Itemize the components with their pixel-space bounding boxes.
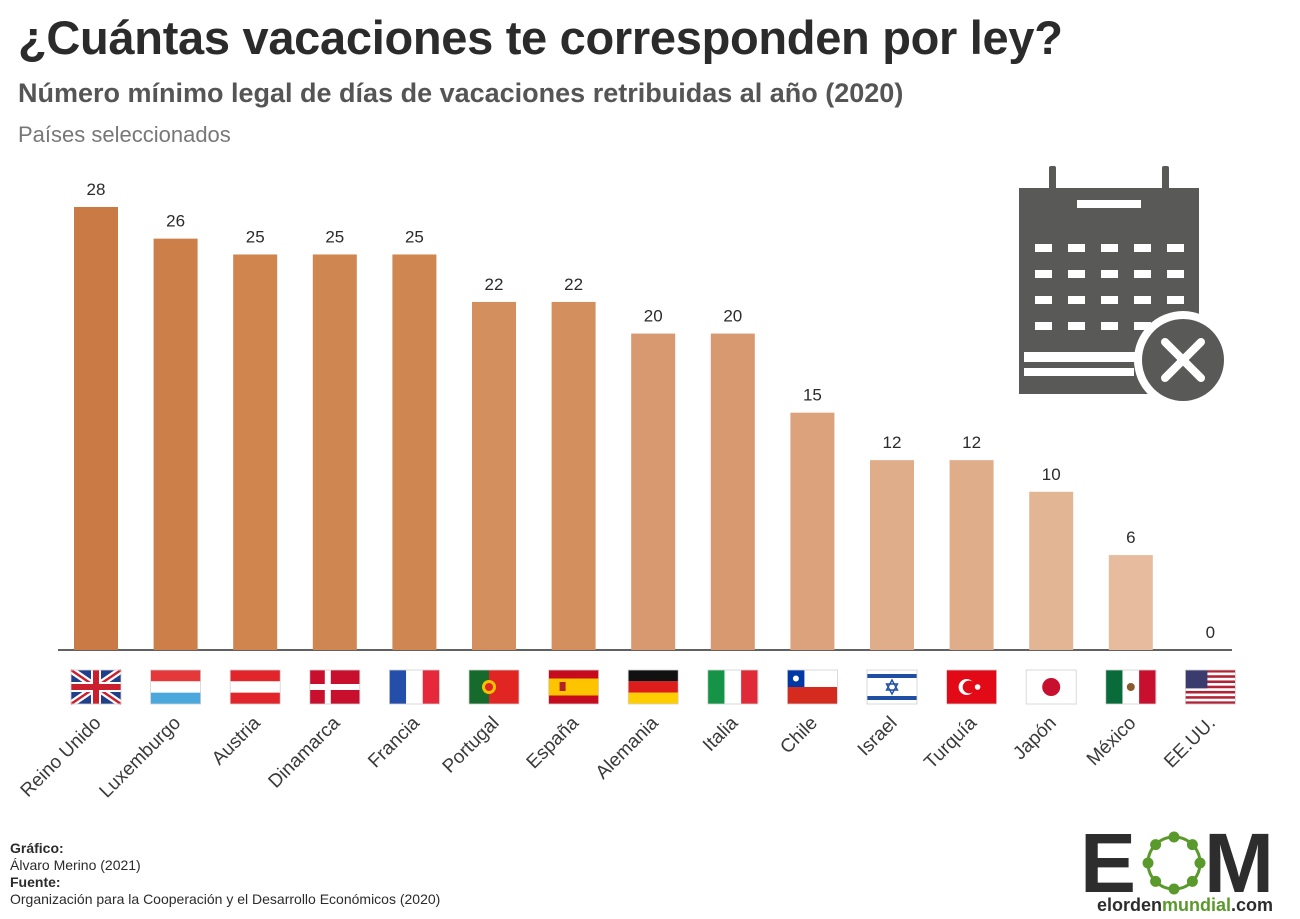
credits-graphic-value: Álvaro Merino (2021) [10,857,141,873]
data-label-israel: 12 [883,433,902,452]
credits: Gráfico: Álvaro Merino (2021) Fuente: Or… [10,840,440,908]
tick-label-espa-a: España [523,712,584,773]
france-flag-icon [388,669,440,705]
tick-label-reino-unido: Reino Unido [17,713,106,802]
bar-alemania [631,333,676,650]
italy-flag-icon [707,669,759,705]
tick-label-turqu-a: Turquía [920,712,981,773]
logo-url-prefix: elorden [1096,895,1162,915]
logo-url-suffix: .com [1231,895,1274,915]
bar-dinamarca [312,254,357,650]
data-label-chile: 15 [803,386,822,405]
tick-label-ee-uu-: EE.UU. [1160,713,1220,773]
data-label-portugal: 22 [485,275,504,294]
bar-jap-n [1029,491,1074,650]
eom-logo: E M [1080,818,1274,910]
usa-flag-icon [1185,669,1236,705]
credits-source-value: Organización para la Cooperación y el De… [10,891,441,907]
chart-note: Países seleccionados [18,122,231,147]
bar-turqu-a [949,460,994,650]
data-label-italia: 20 [723,307,742,326]
bar-francia [392,254,437,650]
data-label-reino-unido: 28 [87,180,106,199]
bar-reino-unido [74,207,118,650]
germany-flag-icon [627,669,679,705]
bar-italia [710,333,755,650]
data-label-espa-a: 22 [564,275,583,294]
calendar-cancel-icon [1019,166,1232,409]
data-label-luxemburgo: 26 [166,212,185,231]
tick-label-portugal: Portugal [439,713,504,778]
data-label-jap-n: 10 [1042,465,1061,484]
tick-label-jap-n: Japón [1009,713,1060,764]
tick-label-dinamarca: Dinamarca [265,712,345,792]
denmark-flag-icon [309,669,361,705]
chart-title: ¿Cuántas vacaciones te corresponden por … [18,11,1063,64]
credits-source-label: Fuente: [10,874,61,890]
bar-luxemburgo [153,238,198,650]
austria-flag-icon [229,669,281,705]
data-label-francia: 25 [405,227,424,246]
bar-chile [790,412,835,650]
data-label-alemania: 20 [644,307,663,326]
mexico-flag-icon [1105,669,1157,705]
tick-label-israel: Israel [854,713,902,761]
data-label-ee-uu-: 0 [1206,623,1215,642]
chile-flag-icon [787,669,838,705]
israel-flag-icon [866,669,918,705]
logo-ring-icon [1142,831,1206,895]
tick-label-alemania: Alemania [592,712,663,783]
bar-austria [233,254,278,650]
credits-graphic-label: Gráfico: [10,840,64,856]
spain-flag-icon [548,669,599,705]
turkey-flag-icon [946,669,997,705]
portugal-flag-icon [468,669,520,705]
data-label-m-xico: 6 [1126,528,1135,547]
data-label-dinamarca: 25 [325,227,344,246]
chart-subtitle: Número mínimo legal de días de vacacione… [18,78,904,108]
logo-letter-m: M [1204,818,1274,910]
logo-url[interactable]: elordenmundial.com [1080,895,1290,916]
luxembourg-flag-icon [150,669,202,705]
tick-label-m-xico: México [1083,713,1140,770]
logo-url-highlight: mundial [1161,895,1231,915]
bar-israel [870,460,914,650]
tick-label-italia: Italia [699,712,743,756]
data-label-turqu-a: 12 [962,433,981,452]
tick-label-austria: Austria [208,712,265,769]
tick-label-luxemburgo: Luxemburgo [96,713,186,803]
tick-label-chile: Chile [776,713,821,758]
data-label-austria: 25 [246,227,265,246]
japan-flag-icon [1025,669,1077,705]
bar-m-xico [1108,555,1153,650]
bar-espa-a [551,301,596,650]
logo-letter-e: E [1080,818,1136,910]
bar-portugal [472,301,516,650]
tick-label-francia: Francia [364,712,424,772]
uk-flag-icon [69,667,123,707]
